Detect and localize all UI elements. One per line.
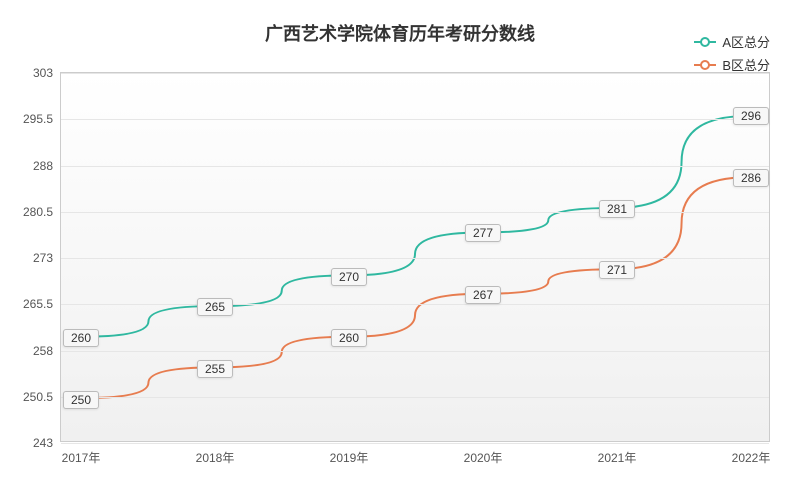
grid-line bbox=[61, 166, 769, 167]
data-label: 281 bbox=[599, 200, 635, 218]
grid-line bbox=[61, 397, 769, 398]
y-axis-label: 280.5 bbox=[23, 205, 61, 219]
data-label: 260 bbox=[331, 329, 367, 347]
x-axis-label: 2017年 bbox=[62, 441, 101, 466]
data-label: 250 bbox=[63, 391, 99, 409]
chart-title: 广西艺术学院体育历年考研分数线 bbox=[265, 20, 535, 46]
y-axis-label: 243 bbox=[33, 436, 61, 450]
y-axis-label: 303 bbox=[33, 66, 61, 80]
data-label: 270 bbox=[331, 268, 367, 286]
x-axis-label: 2020年 bbox=[464, 441, 503, 466]
data-label: 296 bbox=[733, 107, 769, 125]
y-axis-label: 295.5 bbox=[23, 112, 61, 126]
y-axis-label: 288 bbox=[33, 159, 61, 173]
grid-line bbox=[61, 212, 769, 213]
data-label: 260 bbox=[63, 329, 99, 347]
legend-swatch-b bbox=[694, 64, 716, 66]
grid-line bbox=[61, 443, 769, 444]
grid-line bbox=[61, 119, 769, 120]
legend-label-a: A区总分 bbox=[722, 32, 770, 51]
data-label: 271 bbox=[599, 261, 635, 279]
chart-container: 广西艺术学院体育历年考研分数线 A区总分 B区总分 243250.5258265… bbox=[0, 0, 800, 500]
legend-item-a: A区总分 bbox=[694, 32, 770, 51]
y-axis-label: 258 bbox=[33, 344, 61, 358]
grid-line bbox=[61, 351, 769, 352]
x-axis-label: 2021年 bbox=[598, 441, 637, 466]
legend-swatch-a bbox=[694, 41, 716, 43]
line-layer bbox=[61, 73, 769, 441]
y-axis-label: 250.5 bbox=[23, 390, 61, 404]
data-label: 267 bbox=[465, 286, 501, 304]
grid-line bbox=[61, 304, 769, 305]
x-axis-label: 2018年 bbox=[196, 441, 235, 466]
data-label: 265 bbox=[197, 298, 233, 316]
y-axis-label: 265.5 bbox=[23, 297, 61, 311]
data-label: 255 bbox=[197, 360, 233, 378]
x-axis-label: 2019年 bbox=[330, 441, 369, 466]
grid-line bbox=[61, 258, 769, 259]
x-axis-label: 2022年 bbox=[732, 441, 771, 466]
data-label: 286 bbox=[733, 169, 769, 187]
series-line bbox=[82, 177, 748, 398]
plot-area: 243250.5258265.5273280.5288295.53032017年… bbox=[60, 72, 770, 442]
data-label: 277 bbox=[465, 224, 501, 242]
y-axis-label: 273 bbox=[33, 251, 61, 265]
grid-line bbox=[61, 73, 769, 74]
